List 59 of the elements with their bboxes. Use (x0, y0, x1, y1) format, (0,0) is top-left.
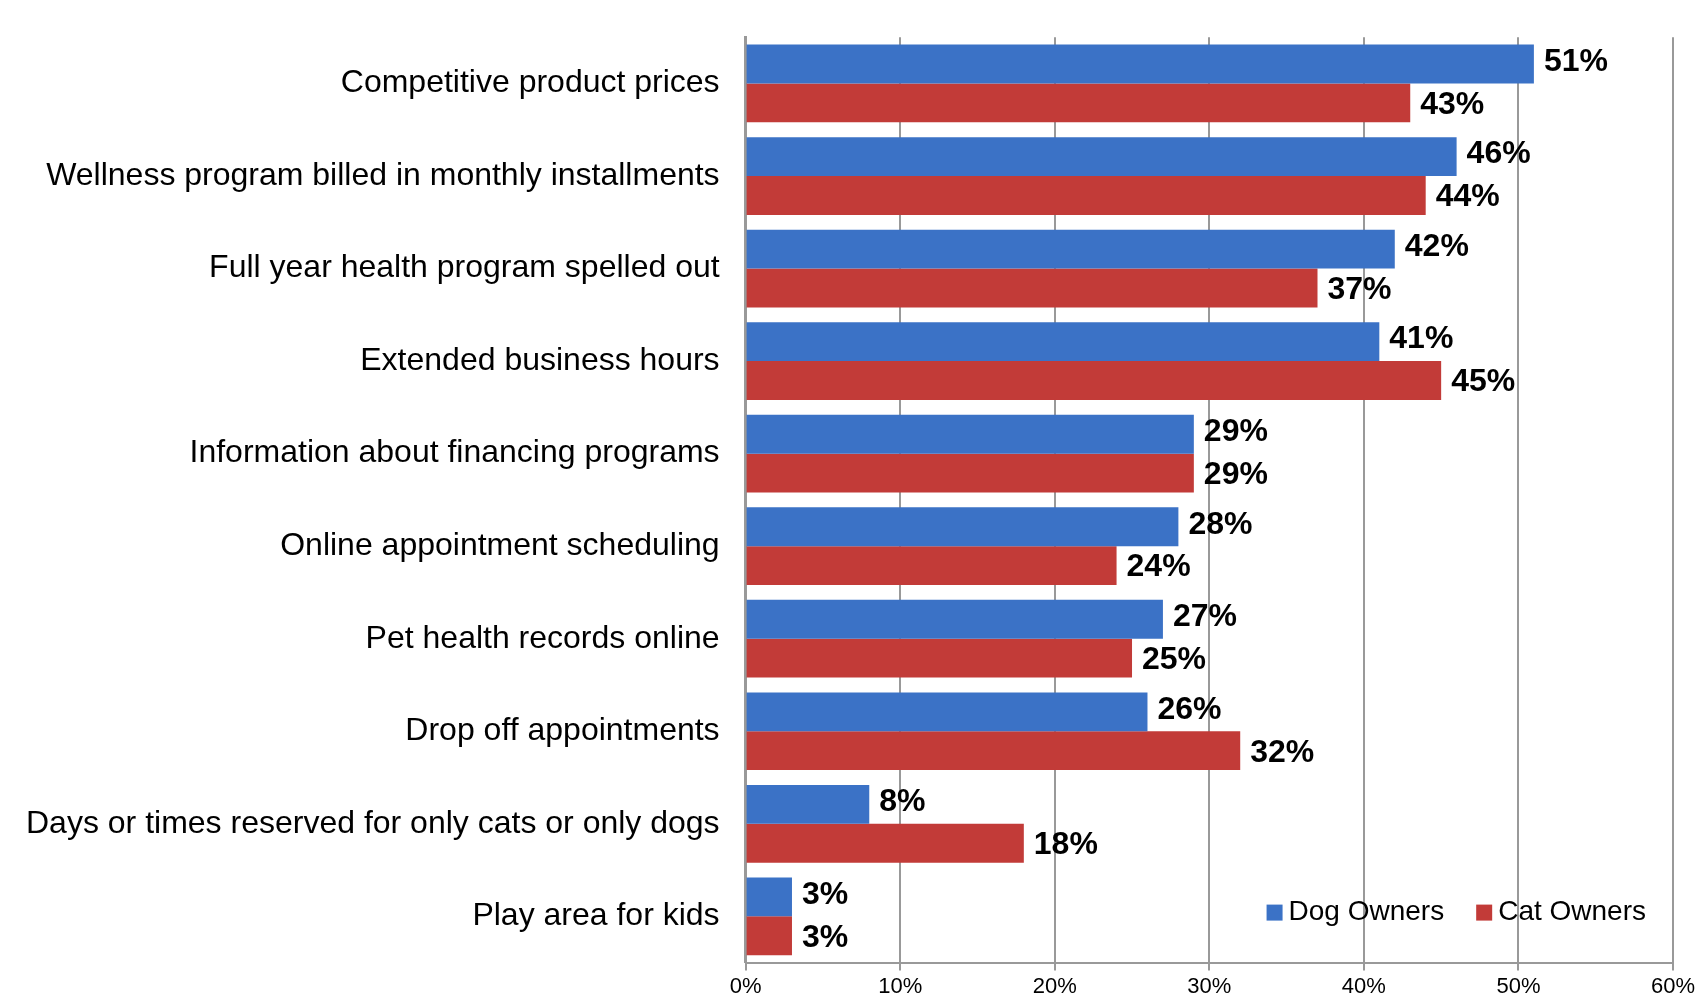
y-tick-label: Wellness program billed in monthly installments (46, 155, 720, 192)
data-label: 8% (879, 782, 926, 819)
bar (746, 546, 1117, 586)
bar (746, 322, 1380, 362)
data-label: 44% (1435, 177, 1500, 214)
data-label: 37% (1327, 269, 1392, 306)
legend-label: Cat Owners (1498, 895, 1647, 927)
x-tick-label: 50% (1496, 972, 1541, 998)
bar (746, 229, 1395, 269)
y-tick-label: Extended business hours (360, 340, 720, 377)
bar (746, 599, 1163, 639)
y-tick-label: Drop off appointments (405, 711, 720, 748)
y-tick-label: Pet health records online (365, 618, 720, 655)
bar (746, 692, 1148, 732)
data-label: 41% (1389, 319, 1454, 356)
y-tick-label: Full year health program spelled out (209, 248, 720, 285)
data-label: 3% (801, 917, 849, 954)
y-tick-label: Online appointment scheduling (280, 526, 720, 562)
data-label: 24% (1126, 547, 1191, 584)
data-label: 29% (1203, 412, 1268, 449)
x-tick-label: 30% (1187, 972, 1232, 998)
bar (746, 83, 1411, 123)
bar (746, 44, 1534, 84)
y-tick-label: Play area for kids (472, 896, 720, 933)
bar (746, 453, 1194, 493)
bar (746, 268, 1318, 308)
x-tick-label: 20% (1032, 972, 1077, 998)
legend-label: Dog Owners (1288, 895, 1445, 927)
bar (746, 414, 1194, 454)
bar (746, 638, 1133, 678)
data-label: 28% (1188, 504, 1253, 541)
bar (746, 176, 1426, 215)
data-label: 46% (1466, 134, 1531, 171)
data-label: 3% (801, 874, 849, 911)
bar (746, 137, 1457, 177)
data-label: 26% (1157, 689, 1222, 726)
bar (746, 784, 870, 824)
data-label: 32% (1250, 732, 1315, 769)
bar (746, 823, 1024, 863)
y-tick-label: Information about financing programs (189, 433, 720, 470)
x-tick-label: 0% (729, 972, 762, 998)
bar (746, 916, 792, 956)
bar (746, 877, 792, 917)
data-label: 27% (1172, 597, 1237, 634)
y-tick-label: Competitive product prices (340, 63, 720, 100)
data-label: 42% (1404, 226, 1469, 263)
data-label: 43% (1420, 84, 1485, 121)
bar (746, 507, 1179, 547)
bar (746, 361, 1442, 400)
x-tick-label: 10% (878, 972, 923, 998)
data-label: 45% (1451, 362, 1516, 399)
data-label: 29% (1203, 454, 1268, 491)
y-tick-label: Days or times reserved for only cats or only dogs (26, 803, 720, 840)
bar (746, 731, 1241, 771)
data-label: 18% (1033, 825, 1098, 862)
x-tick-label: 60% (1650, 972, 1696, 998)
data-label: 25% (1142, 639, 1207, 676)
x-tick-label: 40% (1341, 972, 1386, 998)
data-label: 51% (1543, 41, 1608, 78)
